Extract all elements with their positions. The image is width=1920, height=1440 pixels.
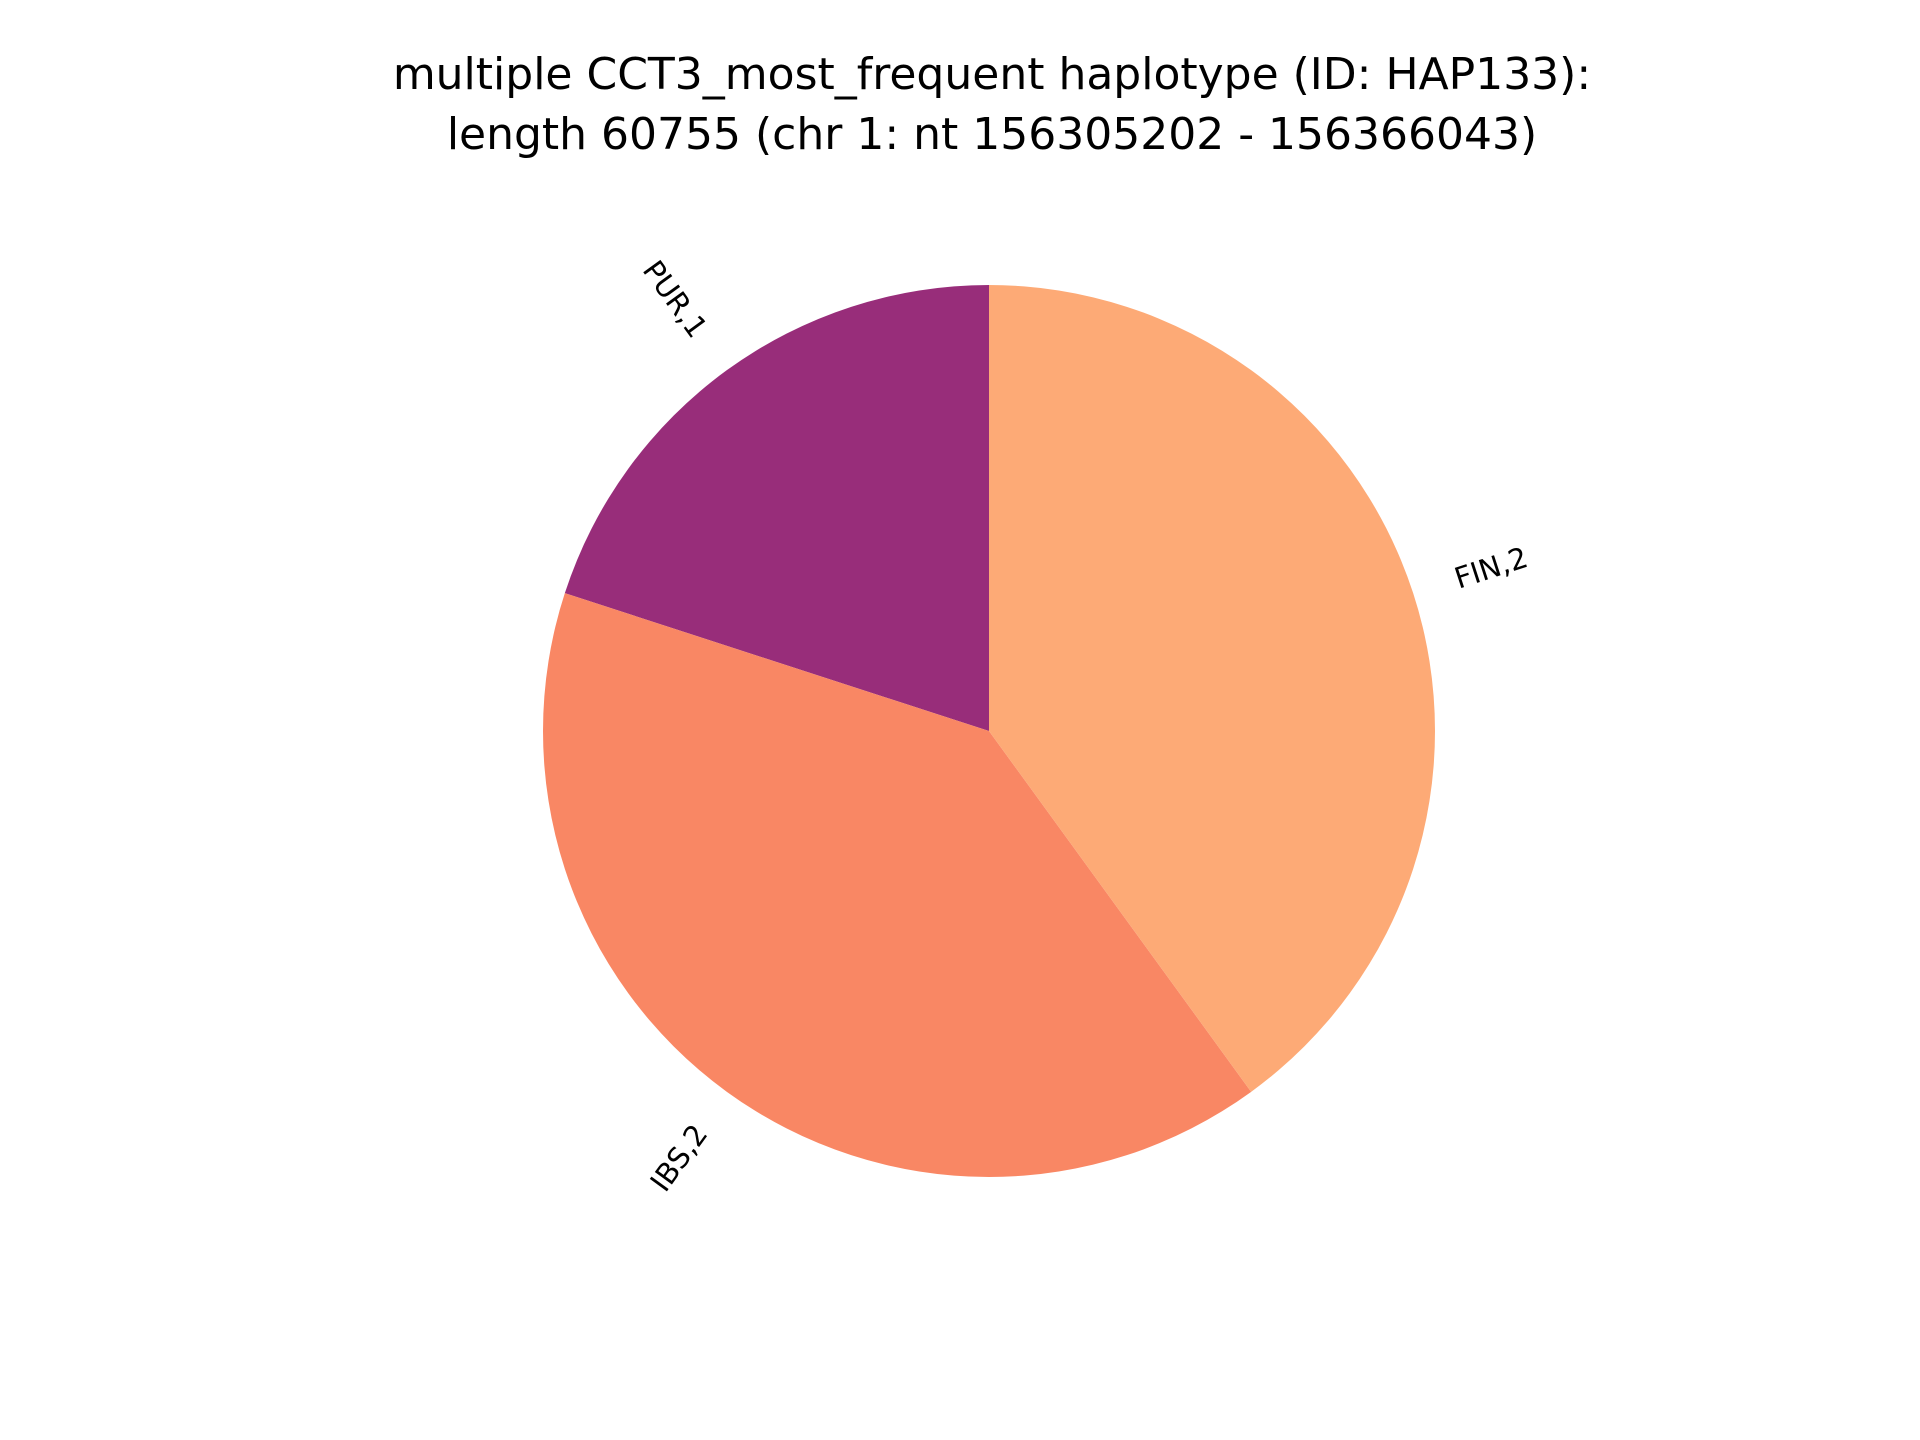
chart-title-line-1: multiple CCT3_most_frequent haplotype (I…	[393, 49, 1591, 100]
pie-slice-fin	[989, 285, 1435, 1092]
pie-slices	[543, 285, 1435, 1178]
chart-title-line-2: length 60755 (chr 1: nt 156305202 - 1563…	[447, 109, 1537, 160]
pie-slice-pur	[564, 285, 989, 731]
pie-slice-ibs	[543, 593, 1252, 1178]
